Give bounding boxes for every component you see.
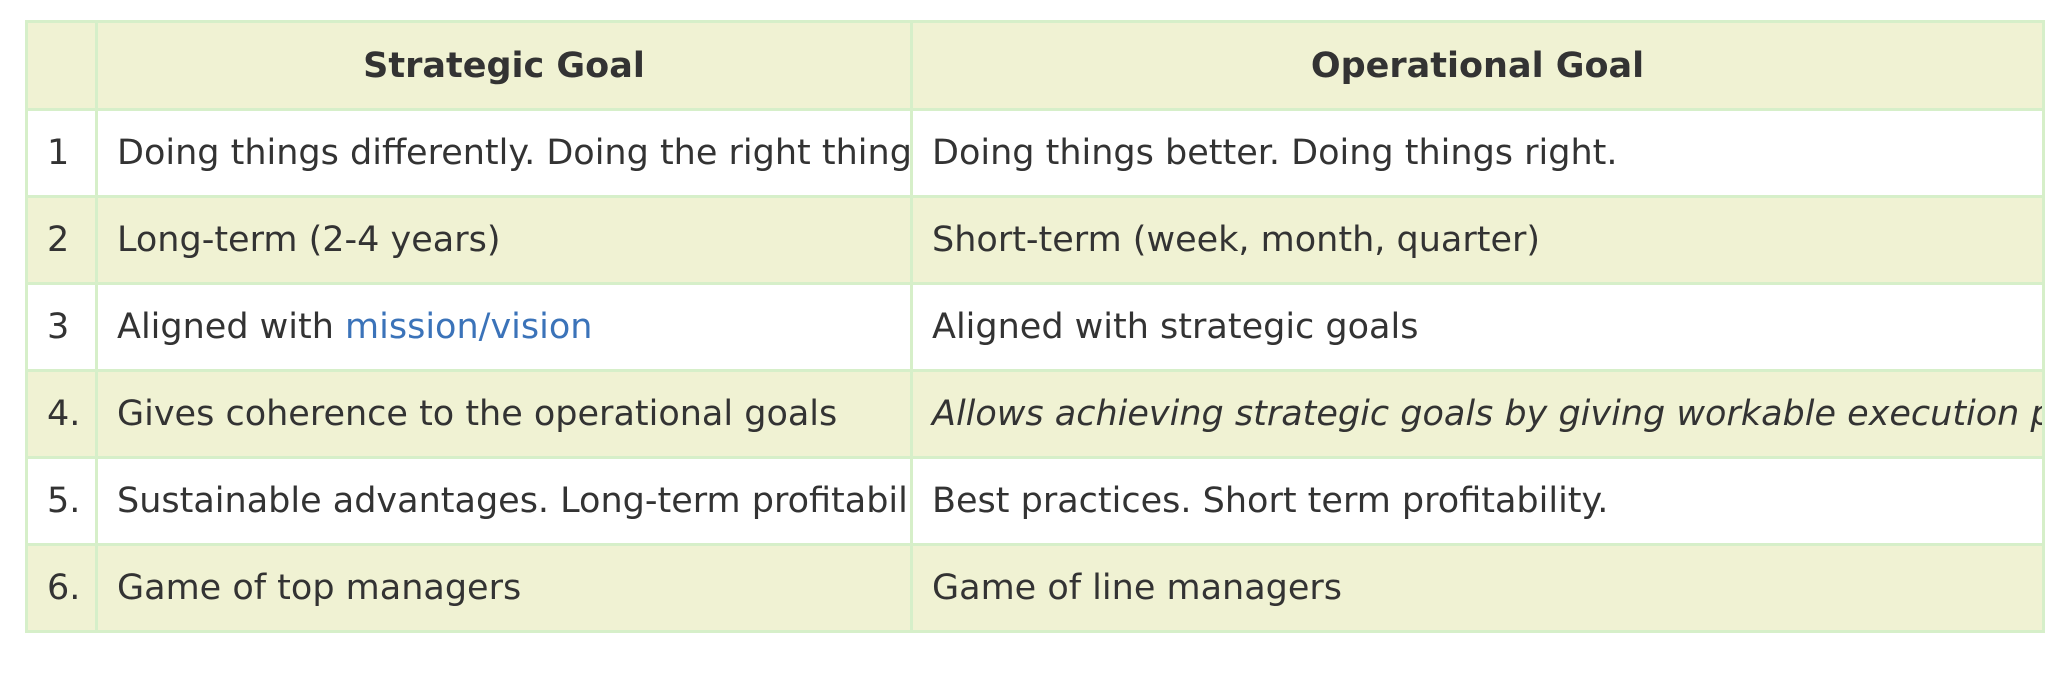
strategic-cell: Game of top managers (95, 543, 913, 633)
strategic-cell: Gives coherence to the operational goals (95, 369, 913, 459)
operational-cell: Aligned with strategic goals (910, 282, 2045, 372)
table-row: 6. Game of top managers Game of line man… (25, 543, 2045, 633)
comparison-table-container: Strategic Goal Operational Goal 1 Doing … (25, 20, 2045, 633)
strategic-cell: Long-term (2-4 years) (95, 195, 913, 285)
goals-comparison-table: Strategic Goal Operational Goal 1 Doing … (25, 20, 2045, 633)
table-row: 4. Gives coherence to the operational go… (25, 369, 2045, 459)
operational-cell: Allows achieving strategic goals by givi… (910, 369, 2045, 459)
strategic-cell-prefix: Aligned with (117, 307, 346, 347)
row-number: 5. (25, 456, 98, 546)
row-number: 6. (25, 543, 98, 633)
table-row: 5. Sustainable advantages. Long-term pro… (25, 456, 2045, 546)
mission-vision-link[interactable]: mission/vision (345, 307, 593, 347)
table-header-row: Strategic Goal Operational Goal (25, 20, 2045, 111)
operational-cell: Short-term (week, month, quarter) (910, 195, 2045, 285)
header-strategic-goal: Strategic Goal (95, 20, 913, 111)
row-number: 2 (25, 195, 98, 285)
row-number: 4. (25, 369, 98, 459)
table-row: 2 Long-term (2-4 years) Short-term (week… (25, 195, 2045, 285)
row-number: 3 (25, 282, 98, 372)
row-number: 1 (25, 108, 98, 198)
header-number (25, 20, 98, 111)
table-row: 1 Doing things differently. Doing the ri… (25, 108, 2045, 198)
table-row: 3 Aligned with mission/vision Aligned wi… (25, 282, 2045, 372)
strategic-cell: Doing things differently. Doing the righ… (95, 108, 913, 198)
operational-cell: Doing things better. Doing things right. (910, 108, 2045, 198)
header-operational-goal: Operational Goal (910, 20, 2045, 111)
operational-cell: Game of line managers (910, 543, 2045, 633)
operational-cell: Best practices. Short term profitability… (910, 456, 2045, 546)
strategic-cell: Aligned with mission/vision (95, 282, 913, 372)
strategic-cell: Sustainable advantages. Long-term profit… (95, 456, 913, 546)
